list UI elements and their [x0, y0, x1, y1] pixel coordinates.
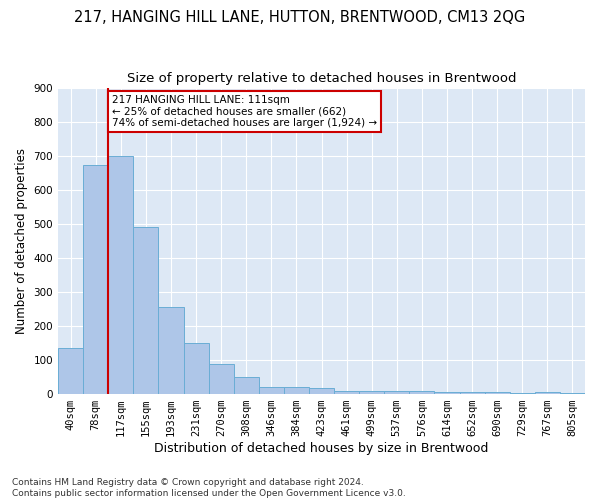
Bar: [485, 392, 510, 394]
Bar: [233, 377, 259, 394]
Bar: [108, 156, 133, 394]
Bar: [133, 228, 158, 394]
Bar: [259, 386, 284, 394]
X-axis label: Distribution of detached houses by size in Brentwood: Distribution of detached houses by size …: [154, 442, 489, 455]
Y-axis label: Number of detached properties: Number of detached properties: [15, 148, 28, 334]
Bar: [209, 364, 233, 394]
Text: 217, HANGING HILL LANE, HUTTON, BRENTWOOD, CM13 2QG: 217, HANGING HILL LANE, HUTTON, BRENTWOO…: [74, 10, 526, 25]
Text: 217 HANGING HILL LANE: 111sqm
← 25% of detached houses are smaller (662)
74% of : 217 HANGING HILL LANE: 111sqm ← 25% of d…: [112, 95, 377, 128]
Bar: [309, 388, 334, 394]
Bar: [384, 392, 409, 394]
Title: Size of property relative to detached houses in Brentwood: Size of property relative to detached ho…: [127, 72, 516, 86]
Bar: [510, 393, 535, 394]
Bar: [359, 390, 384, 394]
Bar: [58, 348, 83, 394]
Text: Contains HM Land Registry data © Crown copyright and database right 2024.
Contai: Contains HM Land Registry data © Crown c…: [12, 478, 406, 498]
Bar: [83, 164, 108, 394]
Bar: [158, 308, 184, 394]
Bar: [284, 388, 309, 394]
Bar: [535, 392, 560, 394]
Bar: [334, 390, 359, 394]
Bar: [460, 392, 485, 394]
Bar: [434, 392, 460, 394]
Bar: [560, 393, 585, 394]
Bar: [409, 392, 434, 394]
Bar: [184, 343, 209, 394]
